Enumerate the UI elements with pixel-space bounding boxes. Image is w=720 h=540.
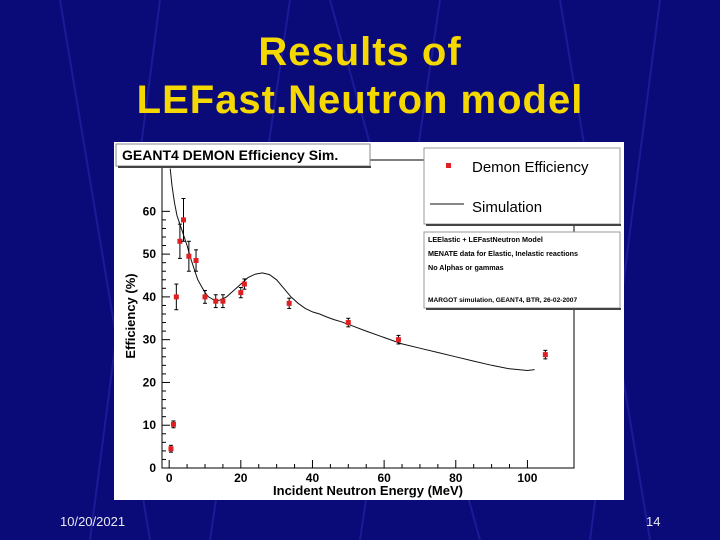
efficiency-chart: 0 20 40 60 80 100 0 10 20 30 40 50 60 Demon Efficien… [114, 142, 624, 500]
title-line-2: LEFast.Neutron model [136, 78, 584, 122]
data-point [173, 283, 179, 311]
data-point [186, 240, 192, 272]
y-tick-label: 0 [149, 461, 156, 475]
data-point [177, 223, 183, 259]
point-marker [186, 253, 192, 259]
y-tick-label: 20 [143, 375, 157, 389]
point-marker [286, 300, 292, 306]
y-tick-label: 30 [143, 333, 157, 347]
data-point [202, 289, 208, 304]
slide-title: Results of LEFast.Neutron model [0, 28, 720, 124]
point-marker [220, 298, 226, 304]
annotation-line: LEElastic + LEFastNeutron Model [428, 235, 543, 244]
slide-page-number: 14 [646, 514, 661, 529]
chart-svg: 0 20 40 60 80 100 0 10 20 30 40 50 60 Demon Efficien… [115, 143, 621, 498]
simulation-line [169, 168, 535, 372]
data-point [542, 349, 548, 360]
point-marker [238, 290, 244, 296]
x-axis-label: Incident Neutron Energy (MeV) [273, 483, 463, 498]
y-tick-label: 40 [143, 290, 157, 304]
data-point [168, 444, 174, 453]
x-tick-label: 60 [377, 471, 391, 485]
data-point [238, 286, 244, 299]
y-axis-label: Efficiency (%) [123, 273, 138, 358]
x-tick-label: 80 [449, 471, 463, 485]
annotation-line: No Alphas or gammas [428, 263, 504, 272]
data-point [180, 198, 186, 242]
data-point [213, 294, 219, 309]
x-tick-label: 0 [166, 471, 173, 485]
legend-point-marker [446, 163, 451, 168]
x-tick-label: 20 [234, 471, 248, 485]
chart-title: GEANT4 DEMON Efficiency Sim. [122, 147, 338, 163]
data-point [220, 294, 226, 309]
point-marker [542, 352, 548, 358]
point-marker [177, 238, 183, 244]
point-marker [173, 294, 179, 300]
x-tick-label: 40 [306, 471, 320, 485]
data-point [241, 278, 247, 290]
annotation-line: MENATE data for Elastic, Inelastic react… [428, 249, 578, 258]
point-marker [193, 258, 199, 264]
legend-simulation: Simulation [472, 199, 542, 216]
point-marker [213, 298, 219, 304]
annotation-line: MARGOT simulation, GEANT4, BTR, 26-02-20… [428, 297, 577, 304]
annotation-box [423, 231, 621, 309]
title-line-1: Results of [258, 30, 462, 74]
slide-date: 10/20/2021 [60, 514, 126, 529]
data-point [170, 420, 176, 429]
legend-demon-efficiency: Demon Efficiency [472, 159, 589, 176]
x-tick-label: 100 [517, 471, 537, 485]
data-point [345, 317, 351, 328]
point-marker [241, 281, 247, 287]
y-tick-label: 60 [143, 204, 157, 218]
point-marker [202, 294, 208, 300]
y-tick-label: 50 [143, 247, 157, 261]
point-marker [168, 446, 174, 452]
point-marker [170, 421, 176, 427]
data-point [395, 334, 401, 345]
data-point [286, 297, 292, 309]
point-marker [180, 217, 186, 223]
y-tick-label: 10 [143, 418, 157, 432]
data-point [193, 249, 199, 272]
point-marker [395, 337, 401, 343]
point-marker [345, 320, 351, 326]
